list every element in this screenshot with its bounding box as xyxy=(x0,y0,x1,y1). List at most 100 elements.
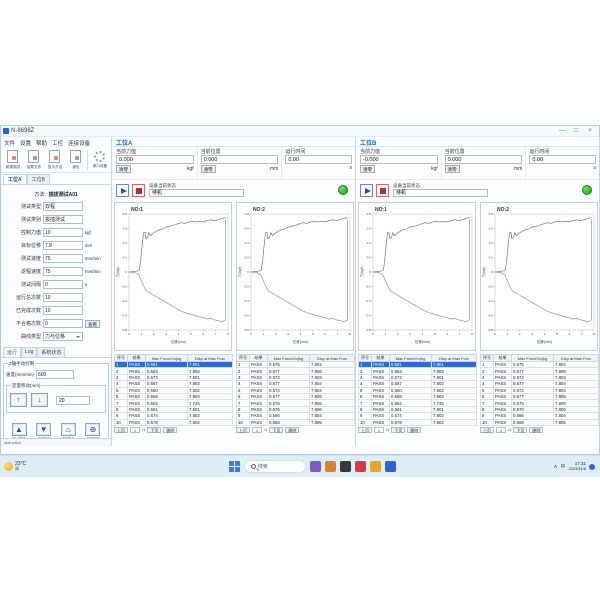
table-row[interactable]: 7 PASS 0.562 7.745 xyxy=(114,399,233,407)
prev-page-button[interactable]: 上页 xyxy=(236,426,250,433)
table-row[interactable]: 6 PASS 0.577 7.805 xyxy=(480,392,599,401)
page-number-input[interactable]: 1 xyxy=(130,426,140,433)
form-input[interactable]: 75 xyxy=(43,254,83,263)
delete-button[interactable]: 删除 xyxy=(529,426,544,433)
prev-page-button[interactable]: 上页 xyxy=(358,426,372,433)
ime-indicator[interactable]: 中 xyxy=(560,464,566,470)
table-row[interactable]: 4 PASS 0.577 7.804 xyxy=(236,380,355,388)
force-clear-button[interactable]: 清零 xyxy=(116,165,131,173)
table-row[interactable]: 3 PASS 0.573 7.801 xyxy=(358,373,477,382)
table-row[interactable]: 4 PASS 0.567 7.802 xyxy=(358,380,477,388)
next-page-button[interactable]: 下页 xyxy=(147,426,162,433)
taskbar-app-icon[interactable] xyxy=(309,461,321,472)
page-number-input[interactable]: 1 xyxy=(496,426,506,433)
position-clear-button[interactable]: 清零 xyxy=(200,165,216,173)
table-row[interactable]: 4 PASS 0.577 7.804 xyxy=(480,380,599,388)
form-input[interactable]: 0 xyxy=(43,280,83,289)
table-row[interactable]: 6 PASS 0.558 7.803 xyxy=(114,392,233,401)
table-row[interactable]: 2 PASS 0.563 7.803 xyxy=(358,367,477,375)
table-row[interactable]: 10 PASS 0.578 7.802 xyxy=(358,418,477,426)
form-input[interactable]: 10 xyxy=(43,228,83,237)
position-clear-button[interactable]: 清零 xyxy=(444,165,460,173)
table-row[interactable]: 9 PASS 0.574 7.802 xyxy=(114,412,233,420)
table-row[interactable]: 8 PASS 0.576 7.806 xyxy=(236,405,355,414)
delete-button[interactable]: 删除 xyxy=(285,426,300,433)
form-input[interactable]: 0 xyxy=(43,319,83,328)
z-motion-button[interactable]: ▼向下移动 xyxy=(32,423,56,442)
menu-item[interactable]: 帮助 xyxy=(36,141,48,147)
table-row[interactable]: 1 PASS 0.581 7.801 xyxy=(358,360,477,369)
jog-down-button[interactable]: ↓ xyxy=(31,393,48,407)
table-row[interactable]: 4 PASS 0.567 7.802 xyxy=(114,380,233,388)
table-row[interactable]: 5 PASS 0.572 7.804 xyxy=(480,386,599,394)
step-distance-input[interactable]: 20 xyxy=(56,395,90,405)
stop-button[interactable] xyxy=(376,183,389,197)
menu-item[interactable]: 工控 xyxy=(52,141,64,147)
taskbar-clock[interactable]: 17:31 2023/11/8 xyxy=(568,462,586,471)
table-row[interactable]: 1 PASS 0.575 7.802 xyxy=(480,360,599,369)
form-input[interactable]: 双程 xyxy=(43,202,83,211)
menu-item[interactable]: 连接设备 xyxy=(68,141,91,147)
next-page-button[interactable]: 下页 xyxy=(269,426,284,433)
search-box[interactable]: 搜索 xyxy=(243,460,306,473)
page-number-input[interactable]: 1 xyxy=(374,426,384,433)
table-row[interactable]: 1 PASS 0.575 7.802 xyxy=(236,360,355,369)
toolbar-button[interactable]: 报告 xyxy=(65,149,86,171)
table-row[interactable]: 5 PASS 0.572 7.804 xyxy=(236,386,355,394)
view-failures-button[interactable]: 查看 xyxy=(85,319,100,328)
toolbar-button[interactable]: 串口设备 xyxy=(89,149,110,170)
table-row[interactable]: 8 PASS 0.570 7.806 xyxy=(480,405,599,414)
table-row[interactable]: 7 PASS 0.562 7.745 xyxy=(358,399,477,407)
table-row[interactable]: 8 PASS 0.561 7.801 xyxy=(114,405,233,414)
notification-icon[interactable] xyxy=(588,463,595,470)
left-tab-运行[interactable]: 运行 xyxy=(3,347,22,357)
taskbar-app-icon[interactable] xyxy=(384,461,396,472)
start-button[interactable] xyxy=(228,461,240,472)
table-row[interactable]: 3 PASS 0.573 7.801 xyxy=(114,373,233,382)
table-row[interactable]: 10 PASS 0.578 7.802 xyxy=(114,418,233,426)
tray-overflow-icon[interactable]: ∧ xyxy=(553,463,558,470)
table-row[interactable]: 10 PASS 0.568 7.805 xyxy=(236,418,355,426)
stop-button[interactable] xyxy=(132,183,145,197)
close-button[interactable]: × xyxy=(588,128,592,134)
maximize-button[interactable]: □ xyxy=(574,128,578,134)
taskbar-app-icon[interactable] xyxy=(324,461,336,472)
table-row[interactable]: 7 PASS 0.575 7.806 xyxy=(480,399,599,407)
prev-page-button[interactable]: 上页 xyxy=(480,426,494,433)
speed-input[interactable]: 600 xyxy=(36,370,74,379)
menu-item[interactable]: 文件 xyxy=(4,141,16,147)
table-row[interactable]: 10 PASS 0.568 7.805 xyxy=(480,418,599,426)
table-row[interactable]: 5 PASS 0.560 7.802 xyxy=(358,386,477,394)
delete-button[interactable]: 删除 xyxy=(163,426,178,433)
jog-up-button[interactable]: ↑ xyxy=(10,393,27,407)
form-input[interactable]: 10 xyxy=(43,293,83,302)
table-row[interactable]: 2 PASS 0.577 7.806 xyxy=(480,367,599,375)
table-row[interactable]: 2 PASS 0.577 7.806 xyxy=(236,367,355,375)
table-row[interactable]: 3 PASS 0.573 7.803 xyxy=(236,373,355,382)
taskbar-app-icon[interactable] xyxy=(339,461,351,472)
taskbar-weather[interactable]: 23°C 晴 xyxy=(0,462,150,471)
table-row[interactable]: 6 PASS 0.558 7.803 xyxy=(358,392,477,401)
left-tab-系统状态[interactable]: 系统状态 xyxy=(37,347,66,357)
table-row[interactable]: 9 PASS 0.566 7.804 xyxy=(236,412,355,420)
prev-page-button[interactable]: 上页 xyxy=(114,426,128,433)
form-input[interactable]: 拔插测试 xyxy=(43,215,83,224)
left-tab-Log[interactable]: Log xyxy=(21,347,38,357)
start-button[interactable] xyxy=(116,183,129,197)
table-row[interactable]: 9 PASS 0.574 7.802 xyxy=(358,412,477,420)
table-row[interactable]: 5 PASS 0.560 7.802 xyxy=(114,386,233,394)
minimize-button[interactable]: — xyxy=(559,128,565,134)
toolbar-button[interactable]: 显示方法 xyxy=(44,149,65,171)
delete-button[interactable]: 删除 xyxy=(407,426,422,433)
tab-station-b[interactable]: 工位B xyxy=(26,174,50,184)
table-row[interactable]: 7 PASS 0.575 7.806 xyxy=(236,399,355,407)
form-input[interactable]: 75 xyxy=(43,267,83,276)
start-button[interactable] xyxy=(360,183,373,197)
table-row[interactable]: 8 PASS 0.561 7.801 xyxy=(358,405,477,414)
table-row[interactable]: 6 PASS 0.577 7.805 xyxy=(236,392,355,401)
form-input[interactable]: 10 xyxy=(43,306,83,315)
toolbar-button[interactable]: 加载文件 xyxy=(23,149,44,171)
menu-item[interactable]: 设置 xyxy=(20,141,32,147)
taskbar-app-icon[interactable] xyxy=(369,461,381,472)
table-row[interactable]: 3 PASS 0.573 7.803 xyxy=(480,373,599,382)
